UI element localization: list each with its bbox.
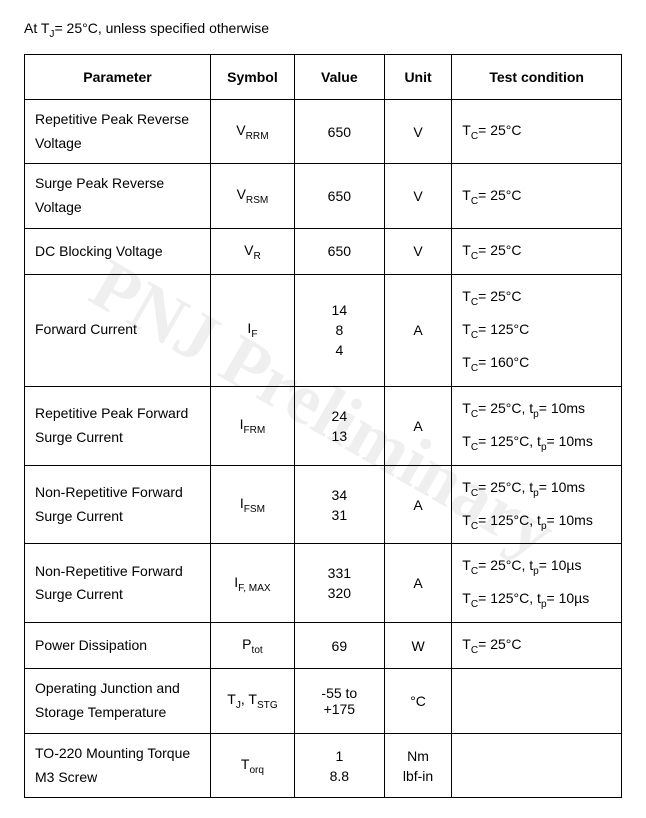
table-header-row: Parameter Symbol Value Unit Test conditi… xyxy=(25,54,622,99)
cell-unit: °C xyxy=(384,669,451,734)
caption-prefix: At T xyxy=(24,20,49,36)
cell-unit: A xyxy=(384,544,451,623)
table-row: TO-220 Mounting Torque M3 ScrewTorq18.8N… xyxy=(25,733,622,798)
cell-symbol: IFRM xyxy=(211,386,295,465)
cell-condition: TC= 25°C xyxy=(452,623,622,669)
cell-condition: TC= 25°C, tp= 10msTC= 125°C, tp= 10ms xyxy=(452,465,622,544)
header-unit: Unit xyxy=(384,54,451,99)
table-row: Forward CurrentIF1484ATC= 25°CTC= 125°CT… xyxy=(25,274,622,386)
cell-symbol: VRRM xyxy=(211,99,295,164)
cell-value: 3431 xyxy=(294,465,384,544)
header-condition: Test condition xyxy=(452,54,622,99)
table-row: Surge Peak Reverse VoltageVRSM650VTC= 25… xyxy=(25,164,622,229)
cell-value: -55 to +175 xyxy=(294,669,384,734)
cell-symbol: IF, MAX xyxy=(211,544,295,623)
cell-value: 1484 xyxy=(294,274,384,386)
cell-parameter: Non-Repetitive Forward Surge Current xyxy=(25,465,211,544)
cell-unit: A xyxy=(384,465,451,544)
cell-symbol: Torq xyxy=(211,733,295,798)
cell-condition: TC= 25°C, tp= 10µsTC= 125°C, tp= 10µs xyxy=(452,544,622,623)
header-parameter: Parameter xyxy=(25,54,211,99)
cell-unit: Nmlbf-in xyxy=(384,733,451,798)
cell-value: 650 xyxy=(294,228,384,274)
cell-parameter: Surge Peak Reverse Voltage xyxy=(25,164,211,229)
cell-condition xyxy=(452,733,622,798)
cell-value: 18.8 xyxy=(294,733,384,798)
cell-parameter: DC Blocking Voltage xyxy=(25,228,211,274)
cell-parameter: Repetitive Peak Forward Surge Current xyxy=(25,386,211,465)
table-row: Repetitive Peak Reverse VoltageVRRM650VT… xyxy=(25,99,622,164)
cell-symbol: TJ, TSTG xyxy=(211,669,295,734)
cell-condition: TC= 25°C xyxy=(452,164,622,229)
table-row: Power DissipationPtot69WTC= 25°C xyxy=(25,623,622,669)
cell-unit: V xyxy=(384,228,451,274)
cell-symbol: IF xyxy=(211,274,295,386)
cell-unit: A xyxy=(384,386,451,465)
header-value: Value xyxy=(294,54,384,99)
table-row: DC Blocking VoltageVR650VTC= 25°C xyxy=(25,228,622,274)
cell-symbol: VRSM xyxy=(211,164,295,229)
cell-unit: W xyxy=(384,623,451,669)
cell-value: 69 xyxy=(294,623,384,669)
cell-parameter: Power Dissipation xyxy=(25,623,211,669)
cell-value: 331320 xyxy=(294,544,384,623)
cell-unit: V xyxy=(384,164,451,229)
cell-unit: V xyxy=(384,99,451,164)
cell-condition xyxy=(452,669,622,734)
table-row: Non-Repetitive Forward Surge CurrentIFSM… xyxy=(25,465,622,544)
cell-parameter: Operating Junction and Storage Temperatu… xyxy=(25,669,211,734)
cell-condition: TC= 25°CTC= 125°CTC= 160°C xyxy=(452,274,622,386)
cell-unit: A xyxy=(384,274,451,386)
cell-parameter: Forward Current xyxy=(25,274,211,386)
cell-value: 650 xyxy=(294,99,384,164)
table-row: Operating Junction and Storage Temperatu… xyxy=(25,669,622,734)
table-row: Repetitive Peak Forward Surge CurrentIFR… xyxy=(25,386,622,465)
header-symbol: Symbol xyxy=(211,54,295,99)
cell-condition: TC= 25°C xyxy=(452,228,622,274)
cell-symbol: Ptot xyxy=(211,623,295,669)
table-caption: At TJ= 25°C, unless specified otherwise xyxy=(24,20,622,40)
table-row: Non-Repetitive Forward Surge CurrentIF, … xyxy=(25,544,622,623)
cell-parameter: Repetitive Peak Reverse Voltage xyxy=(25,99,211,164)
cell-condition: TC= 25°C xyxy=(452,99,622,164)
cell-condition: TC= 25°C, tp= 10msTC= 125°C, tp= 10ms xyxy=(452,386,622,465)
cell-parameter: TO-220 Mounting Torque M3 Screw xyxy=(25,733,211,798)
cell-symbol: VR xyxy=(211,228,295,274)
cell-value: 650 xyxy=(294,164,384,229)
caption-suffix: = 25°C, unless specified otherwise xyxy=(54,20,269,36)
cell-parameter: Non-Repetitive Forward Surge Current xyxy=(25,544,211,623)
parameters-table: Parameter Symbol Value Unit Test conditi… xyxy=(24,54,622,799)
cell-symbol: IFSM xyxy=(211,465,295,544)
cell-value: 2413 xyxy=(294,386,384,465)
